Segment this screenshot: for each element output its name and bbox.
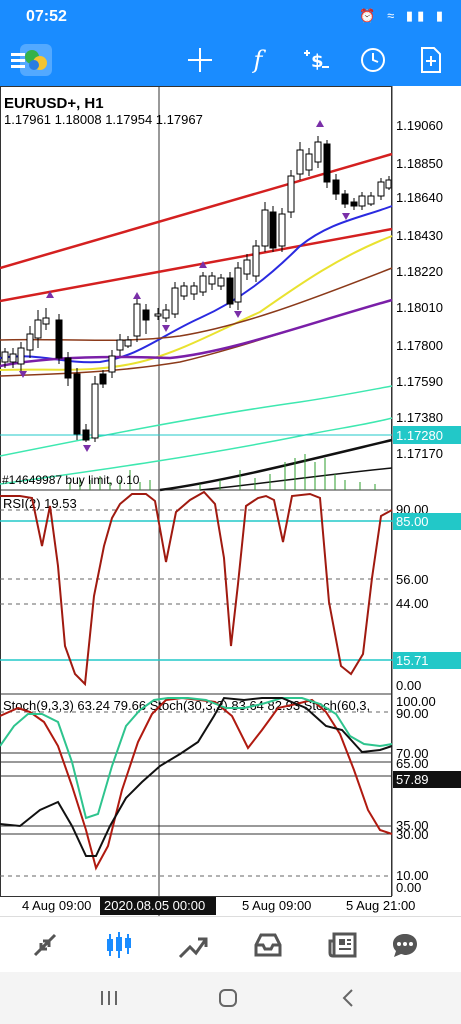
stoch-medium-line	[0, 697, 393, 820]
new-document-icon[interactable]	[413, 42, 449, 78]
time-axis: 4 Aug 09:00 5 Aug 09:00 5 Aug 21:00	[22, 898, 415, 913]
candles	[1, 136, 392, 442]
ma-green-lower	[0, 417, 393, 485]
menu-icon[interactable]	[0, 42, 36, 78]
stoch-tick: 100.00	[396, 694, 436, 709]
price-tick: 1.17380	[396, 410, 443, 425]
stoch-axis: 100.00 90.00 70.00 65.00 35.00 30.00 10.…	[396, 694, 436, 895]
chart-toolbar: f $	[0, 34, 461, 86]
crosshair-icon[interactable]	[182, 42, 218, 78]
timeframe-clock-icon[interactable]	[355, 42, 391, 78]
dollar-trade-icon[interactable]: $	[298, 42, 334, 78]
stoch-tick: 30.00	[396, 827, 429, 842]
current-price-badge	[393, 426, 461, 444]
rsi-current-label: 15.71	[396, 653, 429, 668]
trendline-lower	[0, 227, 393, 303]
svg-text:$: $	[311, 51, 324, 72]
status-icons: ⏰ ≈ ▮▮ ▮	[359, 8, 447, 23]
chart-ohlc: 1.17961 1.18008 1.17954 1.17967	[4, 112, 203, 127]
ma-green-upper	[0, 385, 393, 457]
stoch-tick: 70.00	[396, 746, 429, 761]
bottom-navigation	[0, 916, 461, 972]
time-tick: 5 Aug 21:00	[346, 898, 415, 913]
price-tick: 1.18430	[396, 228, 443, 243]
stoch-tick: 10.00	[396, 868, 429, 883]
rsi-line	[0, 490, 393, 687]
stoch-tick: 0.00	[396, 880, 421, 895]
system-navigation-bar	[0, 972, 461, 1024]
order-label: #14649987 buy limit, 0.10	[2, 473, 140, 487]
price-axis: 1.19060 1.18850 1.18640 1.18430 1.18220 …	[396, 118, 443, 461]
recents-icon[interactable]	[94, 984, 124, 1012]
price-tick: 1.18850	[396, 156, 443, 171]
stoch-label: Stoch(9,3,3) 63.24 79.66 Stoch(30,3,3) 8…	[3, 698, 370, 713]
crosshair-time-label: 2020.08.05 00:00	[104, 898, 205, 913]
rsi-label: RSI(2) 19.53	[3, 496, 77, 511]
rsi-tick: 0.00	[396, 678, 421, 693]
trade-icon[interactable]	[175, 927, 211, 963]
app-logo-icon	[18, 42, 54, 78]
stoch-current-label: 57.89	[396, 772, 429, 787]
price-chart[interactable]: EURUSD+, H1 1.17961 1.18008 1.17954 1.17…	[0, 86, 461, 916]
price-tick: 1.19060	[396, 118, 443, 133]
stoch-tick: 65.00	[396, 756, 429, 771]
current-price-label: 1.17280	[396, 428, 443, 443]
price-tick: 1.18640	[396, 190, 443, 205]
stoch-tick: 90.00	[396, 706, 429, 721]
back-icon[interactable]	[333, 984, 363, 1012]
stoch-tick: 35.00	[396, 818, 429, 833]
indicators-icon[interactable]: f	[253, 46, 263, 74]
history-icon[interactable]	[250, 927, 286, 963]
price-tick: 1.17590	[396, 374, 443, 389]
time-tick: 5 Aug 09:00	[242, 898, 311, 913]
ma-yellow	[0, 235, 393, 371]
messages-icon[interactable]	[387, 927, 423, 963]
rsi-85-label: 85.00	[396, 514, 429, 529]
rsi-85-badge	[393, 513, 461, 530]
price-tick: 1.17170	[396, 446, 443, 461]
ma-black	[159, 438, 393, 492]
crosshair-time-badge	[100, 897, 216, 915]
status-time: 07:52	[26, 8, 67, 25]
volume-bars	[69, 454, 376, 490]
trendline-upper	[0, 152, 393, 270]
fractal-arrows	[19, 120, 350, 452]
rsi-current-badge	[393, 652, 461, 669]
quotes-icon[interactable]	[27, 927, 63, 963]
home-icon[interactable]	[213, 984, 243, 1012]
price-tick: 1.18010	[396, 300, 443, 315]
stoch-slow-line	[0, 696, 393, 857]
ma-purple	[0, 298, 393, 368]
chart-icon[interactable]	[101, 927, 137, 963]
chart-symbol-title: EURUSD+, H1	[4, 95, 104, 112]
price-tick: 1.18220	[396, 264, 443, 279]
stoch-current-badge	[393, 771, 461, 788]
rsi-tick: 56.00	[396, 572, 429, 587]
time-tick: 4 Aug 09:00	[22, 898, 91, 913]
rsi-tick: 44.00	[396, 596, 429, 611]
status-bar: 07:52 ⏰ ≈ ▮▮ ▮	[0, 0, 461, 34]
news-icon[interactable]	[325, 927, 361, 963]
price-tick: 1.17800	[396, 338, 443, 353]
